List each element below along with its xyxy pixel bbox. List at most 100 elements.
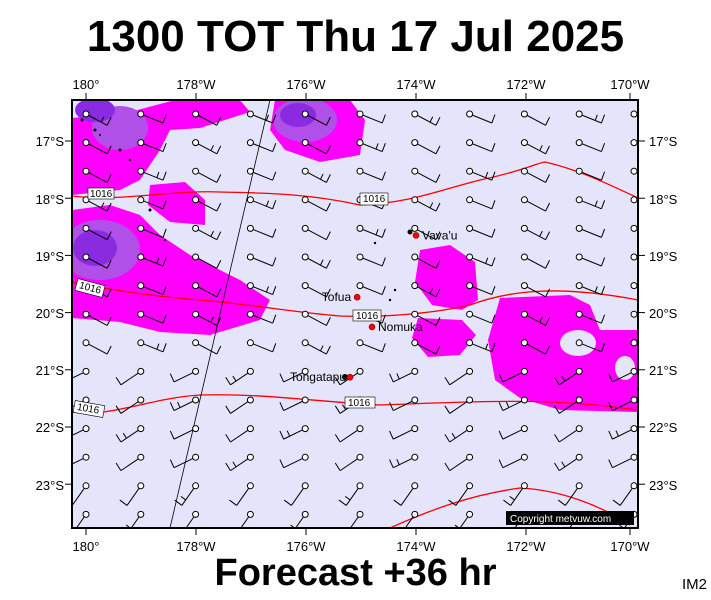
wind-barb xyxy=(466,167,496,181)
wind-barb xyxy=(125,510,145,528)
isobar-labels: 1016 1016 1016 1016 1016 1016 xyxy=(72,187,389,418)
wind-barb xyxy=(192,139,222,155)
wind-barb xyxy=(169,425,200,440)
wind-barb xyxy=(192,282,222,298)
wind-barb xyxy=(466,253,496,267)
wind-barb xyxy=(520,282,551,298)
wind-barb xyxy=(498,396,528,411)
wind-barb xyxy=(520,139,551,155)
wind-barb xyxy=(498,453,528,469)
wind-barb xyxy=(72,453,90,465)
wind-barb xyxy=(411,167,441,183)
wind-barb xyxy=(174,482,200,506)
wind-barb xyxy=(444,425,474,443)
wind-barb xyxy=(411,282,441,298)
lon-label: 172°W xyxy=(506,77,546,92)
wind-barb xyxy=(520,196,551,212)
wind-barb xyxy=(246,196,277,210)
wind-barb xyxy=(466,339,496,353)
wind-barb xyxy=(575,253,606,267)
map-frame xyxy=(71,99,639,529)
place-dot xyxy=(346,373,354,381)
lon-label: 176°W xyxy=(286,77,326,92)
lat-label: 21°S xyxy=(36,363,65,378)
islands xyxy=(80,118,413,380)
wind-barb xyxy=(82,224,112,241)
wind-barb xyxy=(301,167,331,183)
wind-barb xyxy=(338,482,364,506)
wind-barb xyxy=(520,253,551,269)
wind-barb xyxy=(115,453,145,472)
wind-barb xyxy=(82,110,112,126)
wind-barb xyxy=(137,282,167,296)
wind-barb xyxy=(75,510,90,528)
lat-label: 22°S xyxy=(36,420,65,435)
wind-barb xyxy=(192,167,222,183)
place-label: Tongatapu xyxy=(290,370,346,384)
lat-label: 21°S xyxy=(649,363,678,378)
wind-barb xyxy=(334,453,364,472)
latitude-labels-right: 17°S 18°S 19°S 20°S 21°S 22°S 23°S xyxy=(649,134,678,493)
isobars xyxy=(72,161,638,528)
isobar-label: 1016 xyxy=(356,311,379,322)
wind-barb xyxy=(356,253,386,267)
lon-label: 180° xyxy=(73,77,100,92)
wind-barb xyxy=(466,110,496,124)
wind-barb xyxy=(169,396,200,411)
lat-label: 17°S xyxy=(649,134,678,149)
wind-barb xyxy=(554,453,583,472)
wind-barb xyxy=(82,253,112,269)
wind-barb xyxy=(301,196,331,212)
image-code: IM2 xyxy=(682,576,708,593)
lat-label: 18°S xyxy=(649,192,678,207)
wind-barb xyxy=(575,110,606,124)
wind-barb xyxy=(192,253,222,269)
wind-barb xyxy=(240,510,254,528)
lat-label: 20°S xyxy=(649,306,678,321)
wind-barb xyxy=(246,110,277,124)
wind-barb xyxy=(137,253,167,267)
lat-label: 20°S xyxy=(36,306,65,321)
isobar-label: 1016 xyxy=(363,194,386,205)
wind-barb xyxy=(225,425,254,443)
longitude-labels-bottom: 180° 178°W 176°W 174°W 172°W 170°W xyxy=(73,539,651,554)
wind-barb xyxy=(185,510,200,528)
wind-barb xyxy=(192,339,222,355)
wind-barb xyxy=(393,482,419,506)
wind-barb xyxy=(137,110,167,124)
wind-barb xyxy=(356,110,386,124)
place-dot xyxy=(368,323,376,331)
wind-barb xyxy=(466,310,496,324)
lat-label: 23°S xyxy=(36,478,65,493)
wind-barb xyxy=(169,367,200,383)
wind-barb xyxy=(301,282,331,298)
wind-barb xyxy=(356,139,386,153)
wind-barb xyxy=(301,253,331,269)
latitude-labels-left: 17°S 18°S 19°S 20°S 21°S 22°S 23°S xyxy=(36,134,65,493)
lon-label: 170°W xyxy=(610,77,650,92)
wind-barb xyxy=(554,367,583,386)
wind-barb xyxy=(389,425,419,440)
wind-barb xyxy=(520,167,551,183)
wind-barb xyxy=(246,253,277,267)
lon-label: 172°W xyxy=(506,539,546,554)
wind-barb xyxy=(279,425,309,440)
wind-barb xyxy=(119,482,145,506)
wind-barb xyxy=(520,339,551,355)
lon-label: 174°W xyxy=(396,539,436,554)
wind-barb xyxy=(246,310,277,324)
lon-label: 178°W xyxy=(176,77,216,92)
wind-barb xyxy=(301,224,331,241)
wind-barb xyxy=(246,282,277,296)
wind-barb xyxy=(466,224,496,238)
lon-label: 180° xyxy=(73,539,100,554)
wind-barb xyxy=(229,482,254,506)
wind-barb xyxy=(72,425,90,436)
wind-barb xyxy=(575,310,606,324)
lon-label: 178°W xyxy=(176,539,216,554)
wind-barb xyxy=(301,310,331,326)
lon-label: 176°W xyxy=(286,539,326,554)
wind-barb xyxy=(301,110,331,126)
wind-barb xyxy=(520,310,551,326)
wind-barb xyxy=(411,310,441,326)
